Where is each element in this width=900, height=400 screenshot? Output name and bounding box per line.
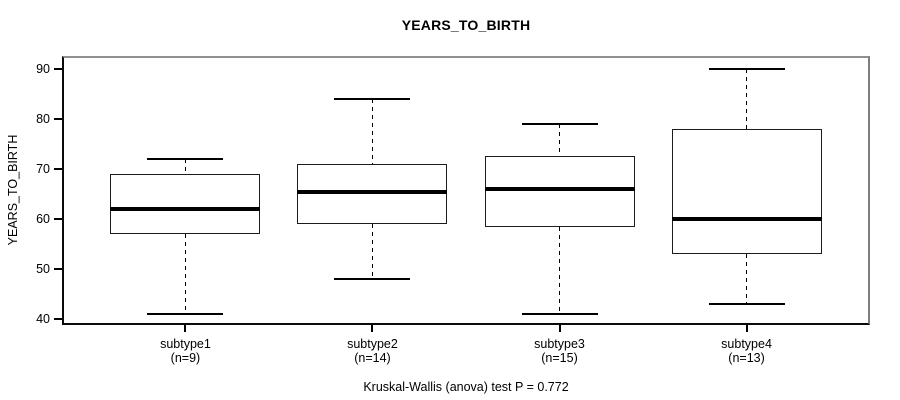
upper-whisker-cap (334, 97, 411, 100)
iqr-box (671, 128, 822, 255)
stat-test-caption: Kruskal-Wallis (anova) test P = 0.772 (363, 380, 569, 394)
group-name-label: subtype3 (534, 337, 585, 351)
upper-whisker-line (558, 123, 561, 157)
x-axis-group-label: subtype2 (n=14) (292, 337, 452, 365)
iqr-box (484, 156, 635, 227)
iqr-box (110, 173, 261, 235)
median-line (110, 207, 261, 212)
upper-whisker-cap (521, 122, 598, 125)
group-count-label: (n=15) (541, 351, 578, 365)
group-name-label: subtype1 (160, 337, 211, 351)
y-axis-tick (54, 218, 62, 221)
x-axis-tick (371, 325, 374, 332)
y-axis-tick (54, 117, 62, 120)
y-axis-tick-label: 80 (36, 111, 50, 126)
upper-whisker-cap (708, 67, 785, 70)
y-axis-tick-label: 70 (36, 161, 50, 176)
upper-whisker-line (184, 158, 187, 174)
upper-whisker-cap (147, 157, 224, 160)
x-axis-group-label: subtype3 (n=15) (480, 337, 640, 365)
lower-whisker-line (184, 234, 187, 315)
median-line (297, 189, 448, 194)
group-count-label: (n=14) (354, 351, 391, 365)
lower-whisker-cap (334, 278, 411, 281)
lower-whisker-line (558, 226, 561, 315)
x-axis-tick (184, 325, 187, 332)
x-axis-tick (745, 325, 748, 332)
y-axis-tick (54, 167, 62, 170)
y-axis-tick-label: 40 (36, 312, 50, 327)
median-line (484, 186, 635, 191)
iqr-box (297, 163, 448, 225)
y-axis-tick-label: 90 (36, 61, 50, 76)
group-count-label: (n=13) (728, 351, 765, 365)
lower-whisker-line (745, 254, 748, 305)
group-name-label: subtype2 (347, 337, 398, 351)
x-axis-group-label: subtype4 (n=13) (667, 337, 827, 365)
group-name-label: subtype4 (721, 337, 772, 351)
y-axis-tick (54, 318, 62, 321)
chart-title: YEARS_TO_BIRTH (401, 17, 531, 33)
median-line (671, 217, 822, 222)
x-axis-tick (558, 325, 561, 332)
lower-whisker-cap (708, 303, 785, 306)
x-axis-group-label: subtype1 (n=9) (105, 337, 265, 365)
lower-whisker-line (371, 224, 374, 280)
y-axis-tick (54, 268, 62, 271)
upper-whisker-line (745, 68, 748, 129)
group-count-label: (n=9) (170, 351, 201, 365)
y-axis-tick (54, 67, 62, 70)
upper-whisker-line (371, 98, 374, 164)
lower-whisker-cap (147, 313, 224, 316)
y-axis-tick-label: 60 (36, 212, 50, 227)
lower-whisker-cap (521, 313, 598, 316)
y-axis-tick-label: 50 (36, 262, 50, 277)
